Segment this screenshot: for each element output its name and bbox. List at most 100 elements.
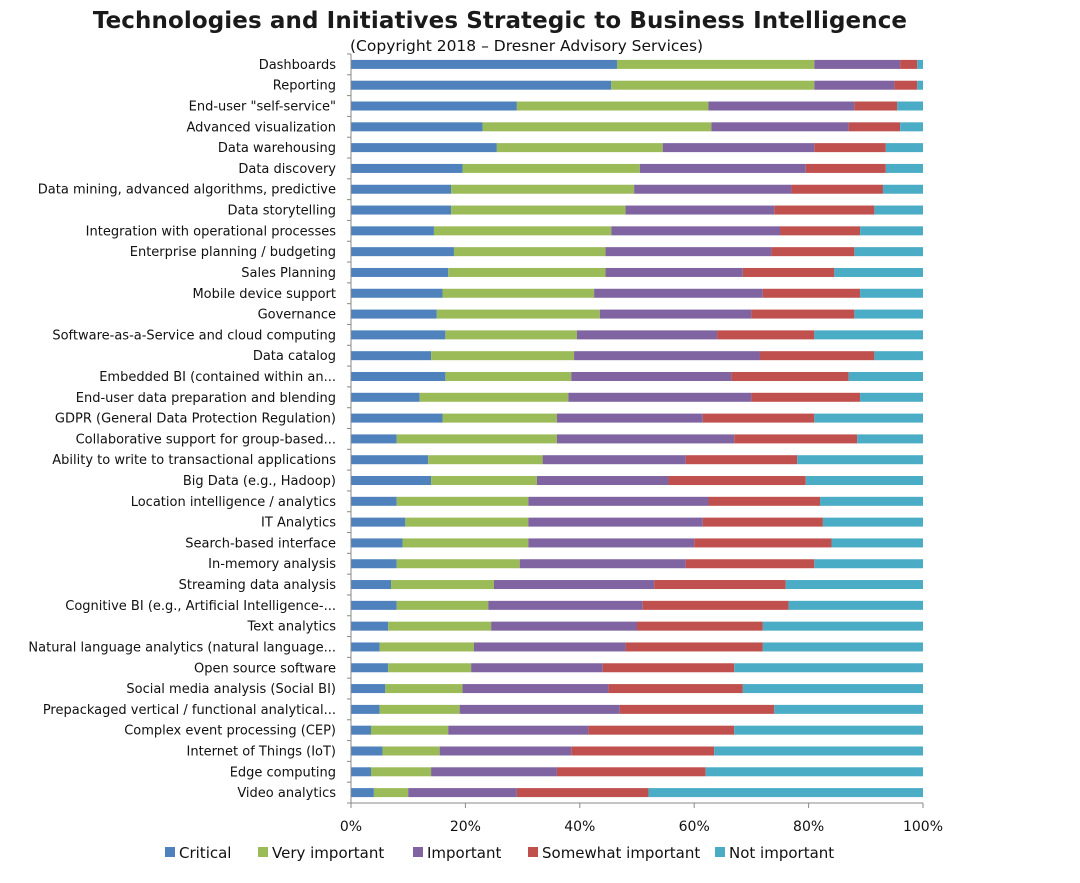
- bar-segment: [396, 496, 529, 506]
- bar-segment: [685, 455, 798, 465]
- bar-segment: [528, 517, 703, 527]
- bar-segment: [379, 704, 460, 714]
- bar-segment: [848, 371, 923, 381]
- bar-segment: [602, 663, 735, 673]
- bar-segment: [351, 600, 397, 610]
- bar-segment: [605, 247, 772, 257]
- bar-segment: [742, 684, 923, 694]
- category-label: Natural language analytics (natural lang…: [28, 640, 336, 655]
- bar-segment: [854, 101, 898, 111]
- bar-segment: [351, 247, 454, 257]
- category-label: Collaborative support for group-based...: [76, 432, 336, 447]
- bar-segment: [894, 80, 918, 90]
- x-tick-label: 20%: [450, 819, 481, 835]
- bar-segment: [834, 267, 923, 277]
- bar-segment: [588, 725, 735, 735]
- bar-segment: [625, 205, 775, 215]
- bar-segment: [854, 309, 923, 319]
- bar-segment: [820, 496, 923, 506]
- category-label: Internet of Things (IoT): [187, 744, 336, 759]
- category-label: Video analytics: [237, 786, 336, 801]
- bar-segment: [428, 455, 543, 465]
- legend-label: Not important: [729, 844, 834, 862]
- bar-segment: [351, 59, 617, 69]
- bar-segment: [351, 413, 443, 423]
- x-tick-label: 60%: [679, 819, 710, 835]
- bar-segment: [734, 663, 923, 673]
- legend-label: Very important: [272, 844, 384, 862]
- bar-segment: [611, 80, 815, 90]
- category-label: In-memory analysis: [208, 557, 336, 572]
- bar-segment: [788, 600, 923, 610]
- legend-swatch: [715, 847, 725, 857]
- bar-segment: [814, 80, 895, 90]
- bar-segment: [385, 684, 463, 694]
- bar-segment: [708, 496, 821, 506]
- bar-segment: [917, 80, 923, 90]
- x-tick-label: 0%: [340, 819, 362, 835]
- bar-segment: [405, 517, 529, 527]
- bar-segment: [619, 704, 775, 714]
- category-label: Search-based interface: [185, 536, 336, 551]
- category-label: Advanced visualization: [186, 120, 336, 135]
- bar-segment: [711, 122, 849, 132]
- bar-segment: [611, 226, 780, 236]
- bar-segment: [442, 413, 557, 423]
- bar-segment: [436, 309, 600, 319]
- bar-segment: [351, 267, 449, 277]
- bar-segment: [885, 143, 923, 153]
- bar-segment: [762, 621, 923, 631]
- bar-segment: [351, 288, 443, 298]
- legend-label: Important: [427, 844, 501, 862]
- bar-segment: [694, 538, 832, 548]
- bar-segment: [556, 434, 735, 444]
- bar-segment: [771, 247, 855, 257]
- bar-segment: [491, 621, 637, 631]
- bar-segment: [639, 163, 806, 173]
- bar-segment: [473, 642, 626, 652]
- legend-swatch: [413, 847, 423, 857]
- category-label: Data catalog: [253, 349, 336, 364]
- category-label: Social media analysis (Social BI): [126, 682, 336, 697]
- legend-label: Critical: [179, 844, 231, 862]
- category-label: Embedded BI (contained within an...: [99, 370, 336, 385]
- bar-segment: [462, 684, 609, 694]
- bar-segment: [516, 101, 709, 111]
- bar-segment: [634, 184, 792, 194]
- bar-segment: [759, 351, 875, 361]
- bar-segment: [731, 371, 849, 381]
- bar-segment: [371, 767, 432, 777]
- bar-segment: [762, 288, 861, 298]
- bar-segment: [874, 205, 923, 215]
- bar-segment: [885, 163, 923, 173]
- bar-segment: [371, 725, 449, 735]
- bar-segment: [448, 725, 589, 735]
- bar-segment: [857, 434, 923, 444]
- bar-segment: [702, 517, 823, 527]
- category-label: Ability to write to transactional applic…: [52, 453, 336, 468]
- bar-segment: [814, 59, 901, 69]
- category-label: End-user "self-service": [189, 100, 336, 115]
- bar-segment: [351, 330, 446, 340]
- bar-segment: [625, 642, 763, 652]
- x-tick-label: 100%: [903, 819, 943, 835]
- bar-segment: [482, 122, 712, 132]
- bar-segment: [860, 226, 923, 236]
- bar-segment: [734, 434, 858, 444]
- legend-swatch: [258, 847, 268, 857]
- bar-segment: [831, 538, 923, 548]
- bar-segment: [774, 704, 923, 714]
- x-tick-label: 40%: [564, 819, 595, 835]
- bar-segment: [351, 663, 389, 673]
- category-label: Streaming data analysis: [179, 578, 337, 593]
- bar-segment: [571, 371, 732, 381]
- category-label: Dashboards: [259, 58, 337, 73]
- bar-segment: [751, 309, 855, 319]
- bar-segment: [351, 143, 497, 153]
- bar-segment: [351, 434, 397, 444]
- bar-segment: [351, 704, 380, 714]
- bar-segment: [351, 642, 380, 652]
- category-label: Sales Planning: [241, 266, 336, 281]
- bar-segment: [351, 496, 397, 506]
- category-label: Reporting: [273, 79, 336, 94]
